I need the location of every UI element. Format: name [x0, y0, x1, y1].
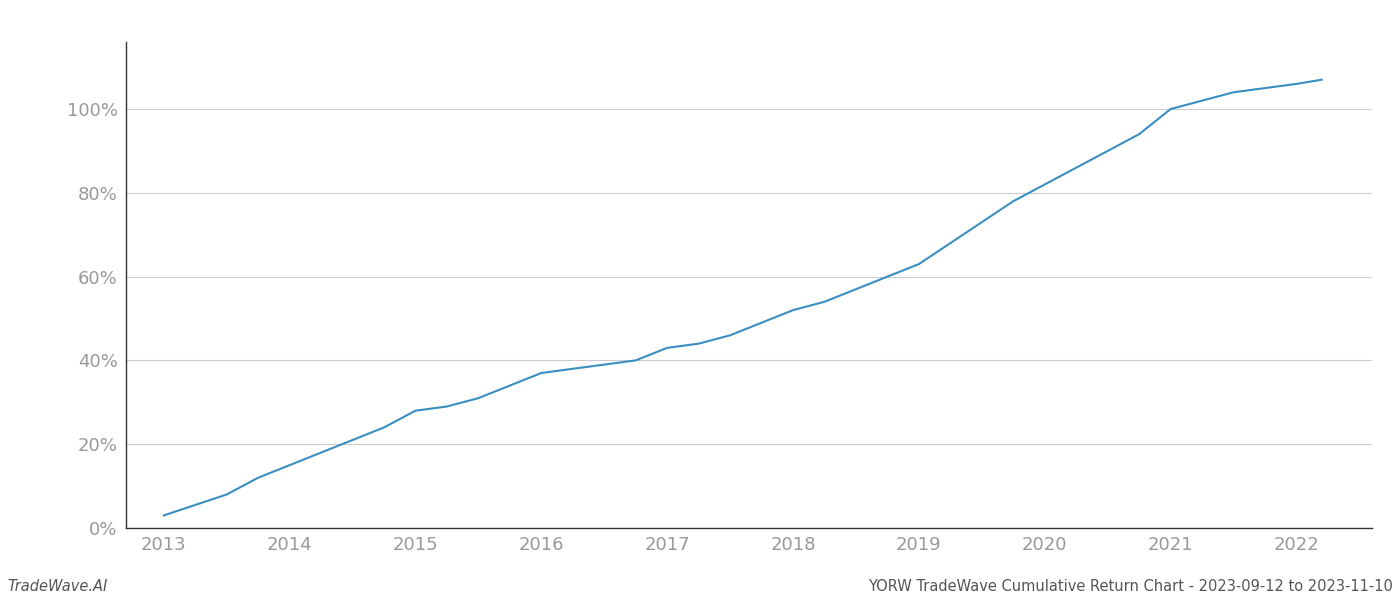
Text: YORW TradeWave Cumulative Return Chart - 2023-09-12 to 2023-11-10: YORW TradeWave Cumulative Return Chart -…: [868, 579, 1393, 594]
Text: TradeWave.AI: TradeWave.AI: [7, 579, 108, 594]
